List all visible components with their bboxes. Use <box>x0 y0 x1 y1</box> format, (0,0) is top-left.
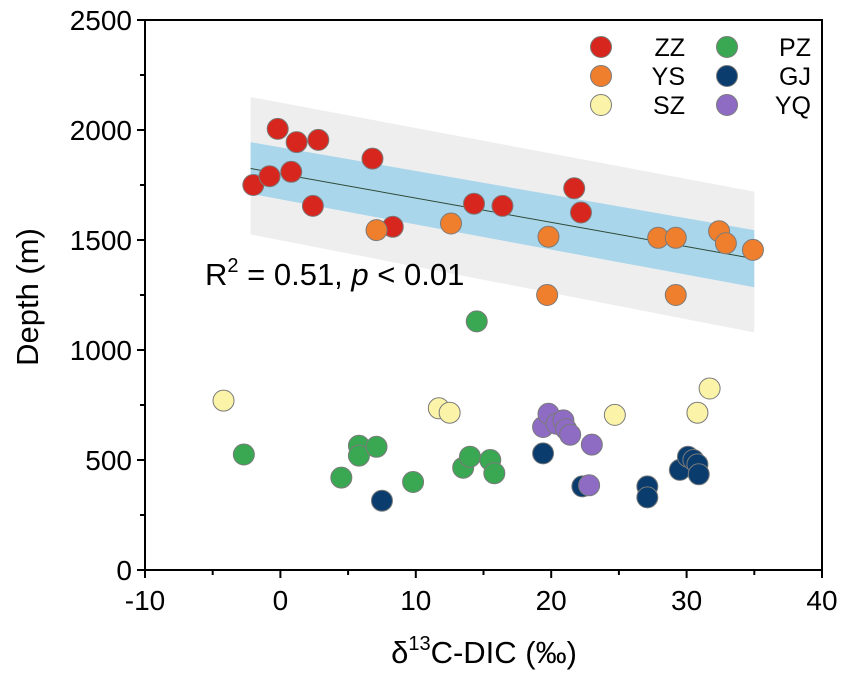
data-point-zz <box>569 201 592 224</box>
y-tick-label: 1500 <box>70 225 132 256</box>
data-point-zz <box>280 160 303 183</box>
y-tick-label: 500 <box>85 445 132 476</box>
x-tick-label: -10 <box>125 585 165 616</box>
data-point-gj <box>370 489 393 512</box>
data-point-ys <box>714 232 737 255</box>
data-point-sz <box>438 401 461 424</box>
data-point-pz <box>483 462 506 485</box>
data-point-zz <box>266 117 289 140</box>
data-point-yq <box>578 474 601 497</box>
data-point-sz <box>212 389 235 412</box>
data-point-yq <box>559 423 582 446</box>
data-point-gj <box>636 486 659 509</box>
x-axis-label: δ13C-DIC (‰) <box>391 633 577 670</box>
data-point-zz <box>463 192 486 215</box>
y-tick-label: 2500 <box>70 5 132 36</box>
data-point-ys <box>536 284 559 306</box>
legend-label-sz: SZ <box>653 92 685 120</box>
regression-annotation: R2 = 0.51, p < 0.01 <box>205 255 464 292</box>
data-point-pz <box>330 466 353 489</box>
legend-marker-gj <box>716 65 738 87</box>
data-point-sz <box>603 403 626 426</box>
data-point-pz <box>458 445 481 468</box>
y-axis-label: Depth (m) <box>10 228 45 366</box>
data-point-zz <box>563 177 586 200</box>
x-tick-label: 20 <box>536 585 567 616</box>
x-tick-label: 10 <box>400 585 431 616</box>
data-point-sz <box>698 377 721 400</box>
data-point-zz <box>361 147 384 170</box>
data-point-yq <box>580 433 603 456</box>
data-point-zz <box>301 194 324 217</box>
legend-label-gj: GJ <box>779 63 811 91</box>
data-point-pz <box>347 444 370 467</box>
data-point-pz <box>465 310 488 333</box>
data-point-pz <box>232 443 255 466</box>
legend: ZZ PZ YS GJ SZ YQ <box>590 34 811 120</box>
legend-label-yq: YQ <box>775 92 811 120</box>
data-point-ys <box>741 238 764 261</box>
data-point-gj <box>532 442 555 465</box>
data-point-zz <box>285 131 308 154</box>
data-point-zz <box>258 165 281 188</box>
legend-marker-ys <box>590 65 612 87</box>
data-point-zz <box>307 128 330 151</box>
data-point-pz <box>365 435 388 458</box>
x-tick-label: 30 <box>671 585 702 616</box>
y-tick-label: 0 <box>116 555 132 586</box>
y-tick-label: 2000 <box>70 115 132 146</box>
x-tick-label: 0 <box>273 585 289 616</box>
data-point-ys <box>365 219 388 242</box>
data-point-ys <box>664 226 687 249</box>
data-point-sz <box>686 401 709 424</box>
data-point-ys <box>537 225 560 248</box>
y-tick-label: 1000 <box>70 335 132 366</box>
data-point-ys <box>664 284 687 306</box>
data-point-pz <box>402 471 425 493</box>
data-point-zz <box>491 194 514 217</box>
legend-marker-pz <box>716 36 738 58</box>
data-points <box>212 117 764 512</box>
legend-marker-yq <box>716 94 738 116</box>
x-tick-label: 40 <box>806 585 837 616</box>
legend-label-ys: YS <box>652 63 685 91</box>
data-point-ys <box>440 212 463 235</box>
data-point-gj <box>687 463 710 486</box>
legend-label-pz: PZ <box>779 34 811 62</box>
legend-marker-zz <box>590 36 612 58</box>
legend-label-zz: ZZ <box>654 34 685 62</box>
legend-marker-sz <box>590 94 612 116</box>
